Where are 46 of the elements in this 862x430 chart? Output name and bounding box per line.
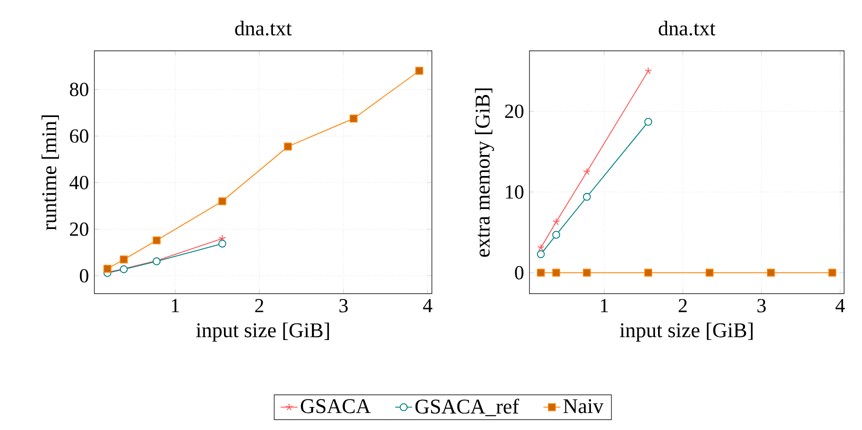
point: [536, 250, 545, 258]
point: [152, 236, 161, 244]
x-tick-label: 3: [757, 298, 766, 312]
x-tick-label: 2: [678, 298, 687, 312]
point: [828, 268, 836, 277]
x-tick-label: 1: [600, 298, 608, 312]
point: [218, 197, 226, 206]
legend-label: Naiv: [563, 399, 604, 414]
chart-title: dna.txt: [235, 20, 292, 36]
x-axis-title: input size [GiB]: [196, 322, 329, 342]
point: [706, 268, 714, 277]
chart-title: dna.txt: [658, 20, 716, 36]
y-tick-label: 0: [514, 266, 524, 280]
legend-label: GSACA: [300, 399, 371, 414]
x-tick-label: 4: [836, 298, 845, 312]
point: [284, 142, 292, 150]
x-tick-label: 4: [423, 298, 432, 312]
point: [644, 118, 652, 126]
y-tick-label: 60: [70, 129, 88, 143]
point: [120, 255, 128, 264]
point: [767, 268, 775, 277]
x-tick-label: 2: [255, 298, 264, 312]
point: [415, 66, 424, 75]
point: [552, 218, 560, 226]
y-axis-title: extra memory [GiB]: [474, 88, 494, 257]
y-tick-label: 10: [506, 185, 524, 199]
point: [536, 268, 545, 277]
y-tick-label: 40: [70, 176, 88, 190]
y-axis-title: runtime [min]: [42, 115, 59, 230]
point: [552, 230, 560, 239]
x-tick-label: 1: [172, 298, 179, 312]
y-tick-label: 20: [505, 104, 524, 118]
point: [583, 168, 591, 176]
point: [644, 268, 652, 277]
point: [350, 114, 358, 122]
point: [103, 264, 112, 273]
point: [582, 268, 591, 277]
point: [582, 192, 591, 201]
x-axis-title: input size [GiB]: [620, 322, 753, 342]
legend-label: GSACA_ref: [415, 398, 520, 416]
x-tick-label: 3: [339, 298, 348, 312]
y-tick-label: 80: [70, 82, 88, 96]
y-tick-label: 0: [80, 269, 88, 282]
y-tick-label: 20: [70, 222, 88, 236]
point: [552, 268, 560, 277]
point: [218, 240, 226, 248]
